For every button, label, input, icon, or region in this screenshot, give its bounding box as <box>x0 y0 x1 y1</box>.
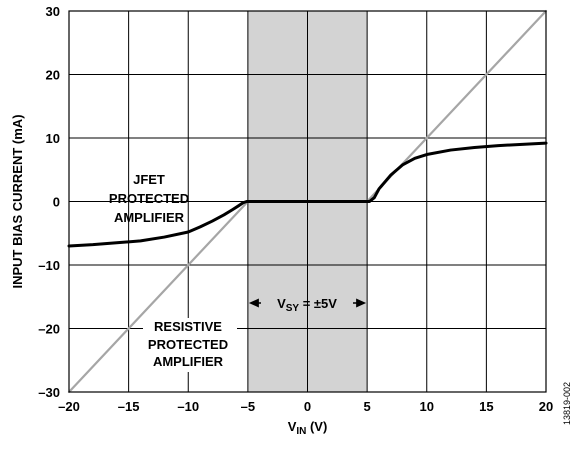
x-tick-label: –10 <box>177 399 199 414</box>
x-tick-label: –20 <box>58 399 80 414</box>
series-layer <box>67 9 548 394</box>
supply-label-value: = ±5V <box>299 296 337 311</box>
supply-arrowhead-left <box>248 298 259 308</box>
x-tick-label: 20 <box>539 399 553 414</box>
supply-range-annotation: VSY = ±5V <box>248 296 367 314</box>
y-tick-label: 30 <box>46 4 60 19</box>
supply-label-subscript: SY <box>286 303 300 314</box>
resistive-annotation-line-3: AMPLIFIER <box>153 354 224 369</box>
resistive-annotation-line-2: PROTECTED <box>148 337 228 352</box>
x-tick-label: 10 <box>420 399 434 414</box>
supply-label-v: V <box>277 296 286 311</box>
x-axis-label: VIN (V) <box>288 419 328 437</box>
jfet-annotation: JFET PROTECTED AMPLIFIER <box>109 172 189 225</box>
x-tick-label: 0 <box>304 399 311 414</box>
resistive-annotation-line-1: RESISTIVE <box>154 319 222 334</box>
x-tick-label: –15 <box>118 399 140 414</box>
y-tick-label: 10 <box>46 131 60 146</box>
jfet-annotation-line-1: JFET <box>133 172 165 187</box>
supply-range-label: VSY = ±5V <box>277 296 337 314</box>
y-axis-label: INPUT BIAS CURRENT (mA) <box>10 114 25 288</box>
resistive-annotation-background <box>143 318 237 372</box>
resistive-annotation: RESISTIVE PROTECTED AMPLIFIER <box>143 318 237 372</box>
series-line-jfet <box>67 141 548 248</box>
x-tick-label: 5 <box>364 399 371 414</box>
jfet-annotation-line-3: AMPLIFIER <box>114 210 185 225</box>
plot-frame <box>68 10 547 393</box>
y-tick-label: –30 <box>38 385 60 400</box>
figure-id: 13819-002 <box>562 382 572 425</box>
y-tick-labels: –30 –20 –10 0 10 20 30 <box>38 4 60 400</box>
y-tick-label: 20 <box>46 68 60 83</box>
x-axis-label-main: V <box>288 419 297 434</box>
jfet-annotation-line-2: PROTECTED <box>109 191 189 206</box>
y-tick-label: –20 <box>38 322 60 337</box>
y-tick-label: 0 <box>53 195 60 210</box>
x-axis-label-subscript: IN <box>296 426 306 437</box>
x-tick-label: –5 <box>241 399 255 414</box>
y-tick-label: –10 <box>38 258 60 273</box>
x-axis-label-unit: (V) <box>306 419 327 434</box>
x-tick-labels: –20 –15 –10 –5 0 5 10 15 20 <box>58 399 553 414</box>
supply-arrowhead-right <box>356 298 367 308</box>
x-tick-label: 15 <box>479 399 493 414</box>
